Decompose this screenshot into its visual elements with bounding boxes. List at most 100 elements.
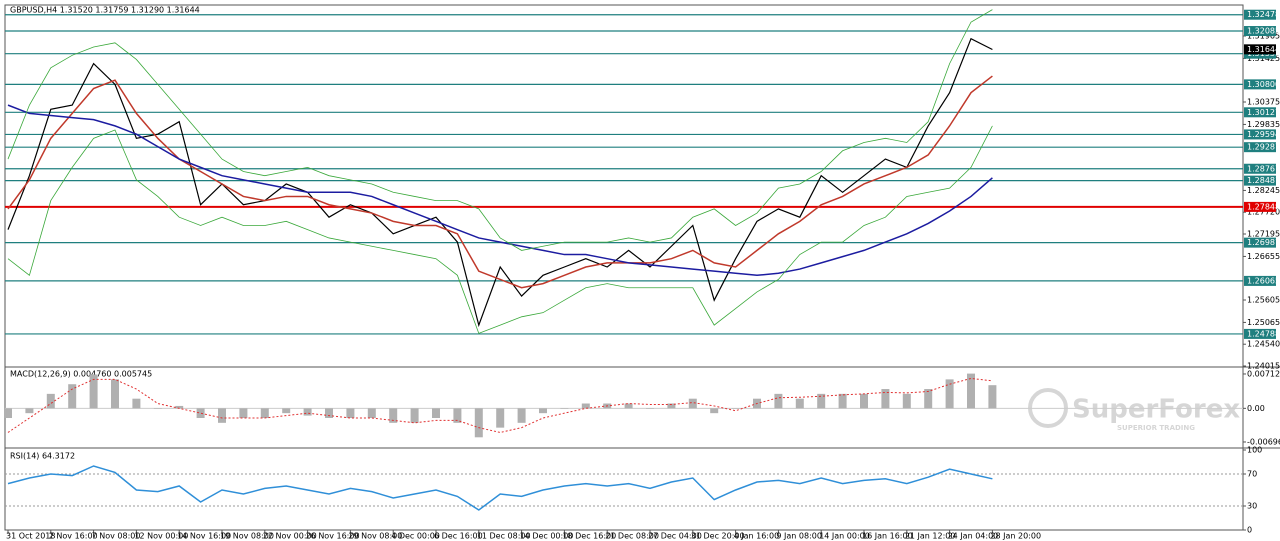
x-tick-label: 9 Jan 08:00 (776, 532, 822, 541)
series-line (7, 75, 993, 289)
x-tick-label: 31 Dec 20:00 (691, 532, 745, 541)
x-tick-label: 22 Nov 00:00 (263, 532, 317, 541)
y-tick-label: 1.27195 (1247, 230, 1280, 239)
bar (4, 408, 12, 418)
bar (432, 408, 440, 418)
bar (260, 408, 269, 418)
bar (196, 408, 205, 418)
bar (175, 405, 184, 409)
level-label: 1.30800 (1247, 80, 1280, 89)
bar (474, 408, 483, 438)
x-tick-label: 12 Nov 00:00 (134, 532, 188, 541)
x-tick-label: 7 Nov 08:00 (92, 532, 141, 541)
x-tick-label: 28 Jan 20:00 (990, 532, 1041, 541)
bar (902, 393, 911, 409)
x-tick-label: 18 Dec 16:00 (562, 532, 616, 541)
y-tick-label: 0.00 (1247, 404, 1265, 413)
level-tag (1244, 328, 1276, 339)
chart-title: GBPUSD,H4 1.31520 1.31759 1.31290 1.3164… (10, 6, 200, 15)
level-label: 1.24788 (1247, 329, 1280, 338)
bar (539, 408, 547, 414)
y-tick-label: 30 (1247, 502, 1257, 511)
last-price-label: 1.31644 (1247, 45, 1280, 54)
series-line (7, 9, 993, 251)
level-label: 1.26065 (1247, 276, 1280, 285)
level-label: 1.28767 (1247, 164, 1280, 173)
y-tick-label: 0.007121 (1247, 369, 1280, 378)
bar (303, 408, 312, 416)
bar (68, 384, 77, 409)
x-tick-label: 27 Dec 04:00 (648, 532, 702, 541)
y-tick-label: 70 (1247, 470, 1257, 479)
bar (325, 408, 333, 418)
bar (132, 398, 141, 409)
bar (731, 408, 740, 409)
x-tick-label: 14 Nov 16:00 (177, 532, 231, 541)
y-tick-label: 100 (1247, 446, 1262, 455)
x-tick-label: 29 Nov 08:00 (348, 532, 402, 541)
series-line (7, 104, 993, 277)
bar (945, 379, 954, 409)
bar (795, 398, 804, 409)
level-tag (1244, 275, 1276, 286)
bar (218, 408, 226, 423)
bar (646, 408, 654, 409)
x-tick-label: 11 Dec 08:00 (477, 532, 531, 541)
y-tick-label: 1.27720 (1247, 208, 1280, 217)
series-line (7, 125, 993, 334)
x-tick-label: 14 Dec 00:00 (520, 532, 574, 541)
key-level-label: 1.27848 (1247, 202, 1280, 211)
level-tag (1244, 26, 1276, 37)
level-tag (1244, 237, 1276, 248)
bar (239, 408, 248, 418)
y-tick-label: -0.006969 (1247, 437, 1280, 446)
macd-title: MACD(12,26,9) 0.004760 0.005745 (10, 370, 152, 379)
bar (988, 385, 997, 409)
key-level-tag (1244, 201, 1276, 212)
bar (111, 379, 119, 409)
level-tag (1244, 142, 1276, 153)
bar (817, 393, 826, 409)
last-price-tag (1244, 44, 1276, 55)
x-tick-label: 4 Dec 00:00 (391, 532, 440, 541)
bar (924, 389, 933, 409)
x-tick-label: 31 Oct 2018 (6, 532, 55, 541)
y-tick-label: 1.25605 (1247, 296, 1280, 305)
watermark: SuperForex SUPERIOR TRADING (1028, 388, 1240, 432)
signal-line (7, 377, 993, 433)
x-tick-label: 6 Dec 16:00 (434, 532, 483, 541)
bar (774, 393, 783, 409)
level-tag (1244, 129, 1276, 140)
level-label: 1.32085 (1247, 27, 1280, 36)
level-label: 1.30127 (1247, 108, 1280, 117)
bar (410, 408, 419, 423)
bar (153, 408, 162, 409)
bar (25, 408, 34, 414)
bar (838, 393, 847, 409)
bar (89, 374, 98, 409)
series-line (7, 465, 993, 511)
level-label: 1.29594 (1247, 130, 1280, 139)
bar (560, 408, 569, 409)
watermark-brand: SuperForex (1072, 395, 1240, 425)
bar (967, 373, 975, 409)
y-tick-label: 1.28245 (1247, 186, 1280, 195)
bar (46, 393, 55, 409)
bar (453, 408, 462, 423)
bar (860, 393, 868, 409)
bar (282, 408, 291, 414)
x-tick-label: 14 Jan 00:00 (819, 532, 870, 541)
x-tick-label: 19 Nov 08:00 (220, 532, 274, 541)
x-tick-label: 26 Nov 16:00 (306, 532, 360, 541)
level-label: 1.29287 (1247, 143, 1280, 152)
x-tick-label: 4 Jan 16:00 (734, 532, 780, 541)
x-tick-label: 16 Jan 16:00 (862, 532, 913, 541)
bar (581, 403, 590, 409)
bar (624, 403, 633, 409)
level-label: 1.26987 (1247, 238, 1280, 247)
bar (389, 408, 398, 423)
bar (496, 408, 505, 428)
watermark-tagline: SUPERIOR TRADING (1117, 424, 1195, 432)
level-label: 1.32478 (1247, 10, 1280, 19)
rsi-title: RSI(14) 64.3172 (10, 452, 75, 461)
